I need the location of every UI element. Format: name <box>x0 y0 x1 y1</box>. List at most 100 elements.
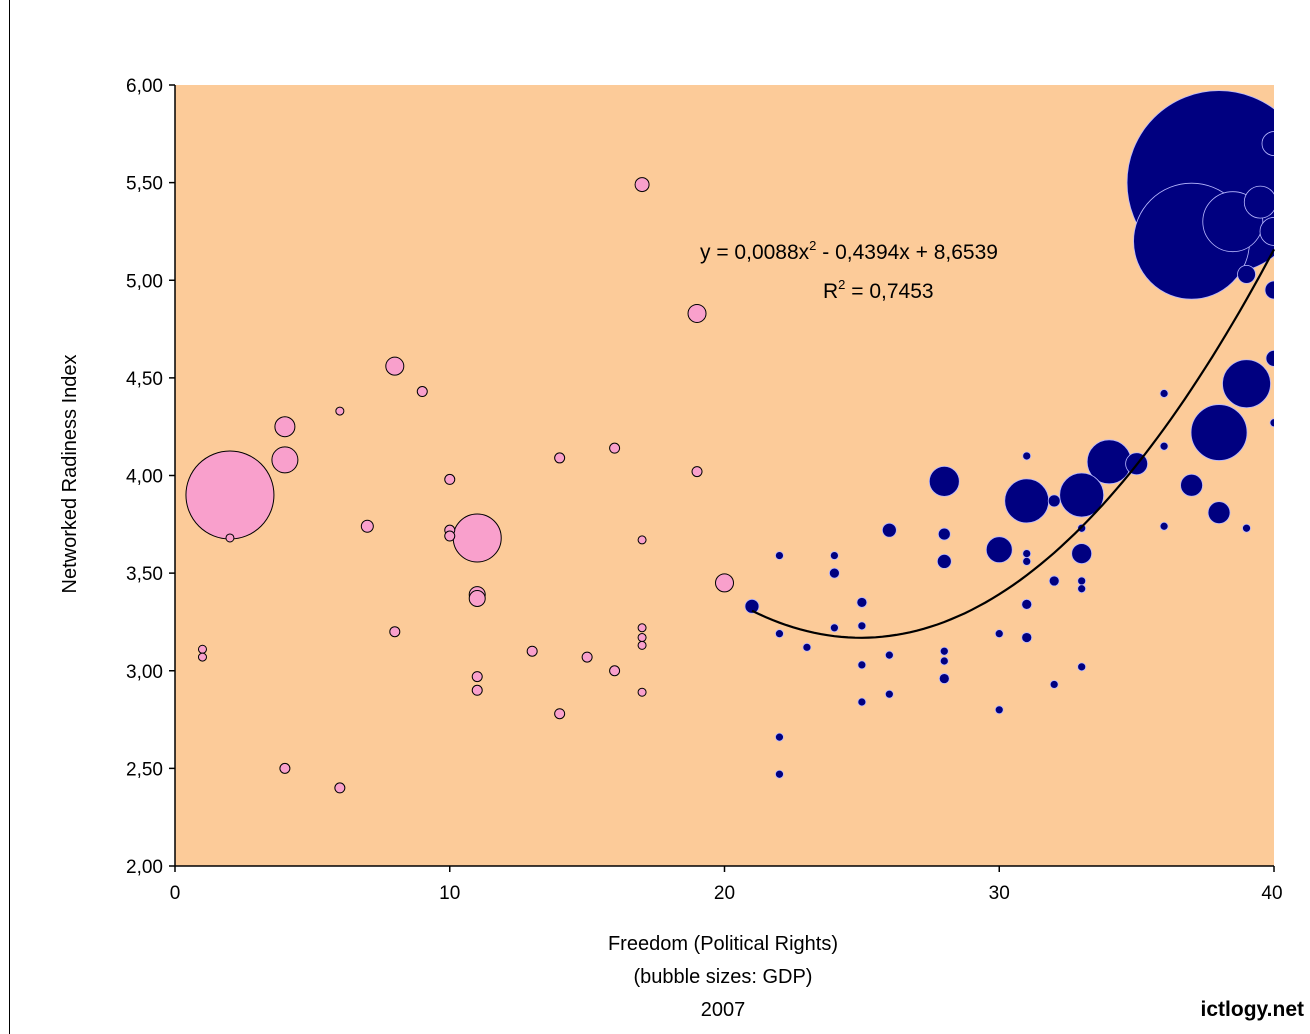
y-axis-title: Networked Radiness Index <box>59 354 81 593</box>
bubble <box>1265 349 1274 367</box>
bubble <box>1049 680 1059 689</box>
bubble <box>1004 478 1050 524</box>
bubble <box>691 466 703 478</box>
y-tick-label: 4,50 <box>126 369 163 390</box>
bubble <box>775 629 784 639</box>
bubble <box>1159 441 1169 451</box>
r-squared-label: R2 = 0,7453 <box>823 277 934 303</box>
x-tick-label: 10 <box>439 883 460 904</box>
bubble <box>1077 576 1087 586</box>
y-tick-label: 2,50 <box>126 759 163 780</box>
x-tick-label: 40 <box>1261 883 1282 904</box>
bubble <box>1047 494 1061 508</box>
bubble <box>985 536 1013 564</box>
trend-equation: y = 0,0088x2 - 0,4394x + 8,6539 <box>700 238 998 264</box>
bubble <box>1077 584 1087 594</box>
bubble <box>452 513 502 563</box>
bubble <box>225 533 235 543</box>
bubble <box>274 416 296 438</box>
bubble <box>857 660 867 670</box>
bubble <box>938 673 950 684</box>
bubble <box>444 473 456 485</box>
bubble <box>936 554 952 569</box>
bubble <box>1180 473 1203 497</box>
bubble <box>856 597 868 608</box>
bubble <box>1022 549 1032 558</box>
bubble <box>1022 451 1032 461</box>
x-axis-ticks: 0 10 20 30 40 <box>170 866 1283 904</box>
bubble <box>775 551 784 560</box>
bubble <box>389 626 401 638</box>
x-axis-year: 2007 <box>701 999 746 1021</box>
bubble <box>1022 557 1032 566</box>
bubble <box>744 598 760 614</box>
bubble <box>1159 389 1169 398</box>
bubble <box>637 633 647 643</box>
bubble <box>1269 418 1274 428</box>
bubble <box>609 665 621 677</box>
bubble <box>1237 264 1256 284</box>
bubble <box>1159 521 1169 531</box>
bubble <box>468 590 486 608</box>
bubble <box>830 551 839 560</box>
bubble <box>775 769 784 779</box>
bubble <box>360 519 374 533</box>
bubble <box>637 535 647 545</box>
bubble <box>857 697 867 707</box>
bubble <box>775 732 784 742</box>
left-frame-line <box>9 0 10 1034</box>
bubble <box>385 356 405 376</box>
bubble <box>1077 662 1087 672</box>
bubble <box>1071 543 1093 564</box>
y-tick-label: 5,50 <box>126 174 163 195</box>
y-tick-label: 3,50 <box>126 564 163 585</box>
bubble <box>197 644 207 654</box>
bubble <box>884 689 894 699</box>
bubble <box>334 782 346 794</box>
bubble <box>1222 359 1271 409</box>
bubble <box>634 177 650 193</box>
bubble <box>279 762 291 774</box>
bubble <box>637 623 647 633</box>
bubble <box>197 652 207 662</box>
y-axis-ticks: 2,00 2,50 3,00 3,50 4,00 4,50 5,00 5,50 6,00 <box>126 76 175 878</box>
y-tick-label: 2,00 <box>126 857 163 878</box>
bubble-layer <box>185 90 1274 794</box>
x-tick-label: 0 <box>170 883 181 904</box>
source-credit: ictlogy.net <box>1200 998 1304 1021</box>
bubble <box>416 386 428 398</box>
x-tick-label: 20 <box>714 883 735 904</box>
bubble <box>1264 280 1274 300</box>
bubble <box>939 646 949 656</box>
bubble <box>1207 501 1231 524</box>
bubble <box>994 705 1004 715</box>
bubble <box>881 522 897 538</box>
x-axis-subtitle: (bubble sizes: GDP) <box>634 966 813 988</box>
bubble <box>554 452 566 464</box>
bubble <box>185 450 275 540</box>
bubble <box>802 642 812 652</box>
bubble <box>1021 632 1033 643</box>
trendline <box>751 248 1275 639</box>
y-tick-label: 4,00 <box>126 467 163 488</box>
bubble <box>471 684 483 696</box>
bubble <box>526 645 538 657</box>
bubble <box>829 567 840 579</box>
bubble <box>687 303 707 323</box>
bubble <box>581 651 593 663</box>
y-tick-label: 3,00 <box>126 662 163 683</box>
bubble <box>939 656 949 666</box>
bubble <box>715 573 734 593</box>
bubble <box>994 629 1004 639</box>
x-axis-title: Freedom (Political Rights) <box>608 933 838 955</box>
bubble <box>1059 472 1105 518</box>
bubble <box>637 687 647 697</box>
bubble <box>928 465 960 497</box>
bubble <box>1259 217 1274 246</box>
bubble <box>830 623 839 633</box>
bubble <box>335 406 345 416</box>
bubble <box>1190 404 1248 461</box>
bubble <box>609 442 621 454</box>
bubble <box>884 650 894 660</box>
